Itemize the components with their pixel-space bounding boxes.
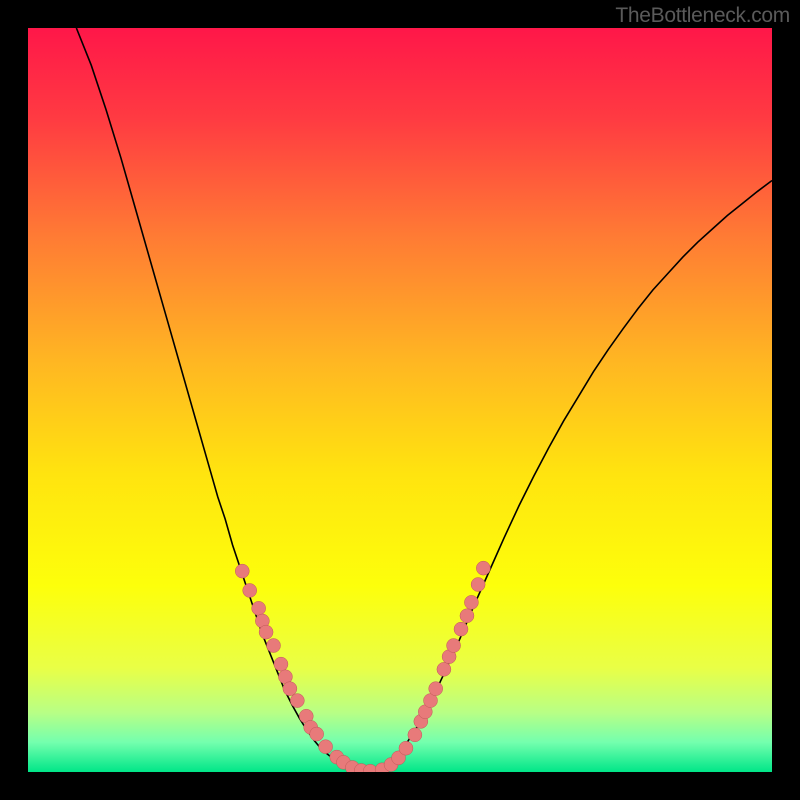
data-marker <box>283 682 297 696</box>
bottleneck-curve-chart <box>28 28 772 772</box>
data-marker <box>460 609 474 623</box>
data-marker <box>319 740 333 754</box>
data-marker <box>429 682 443 696</box>
data-marker <box>399 741 413 755</box>
watermark-text: TheBottleneck.com <box>615 4 790 28</box>
data-marker <box>464 595 478 609</box>
data-marker <box>437 662 451 676</box>
data-marker <box>259 625 273 639</box>
data-marker <box>235 564 249 578</box>
data-marker <box>476 561 490 575</box>
data-marker <box>310 727 324 741</box>
data-marker <box>471 578 485 592</box>
data-marker <box>290 694 304 708</box>
data-marker <box>252 601 266 615</box>
data-marker <box>274 657 288 671</box>
data-marker <box>447 639 461 653</box>
data-marker <box>408 728 422 742</box>
chart-frame: TheBottleneck.com <box>0 0 800 800</box>
data-marker <box>243 583 257 597</box>
data-marker <box>454 622 468 636</box>
plot-area <box>28 28 772 772</box>
gradient-background <box>28 28 772 772</box>
data-marker <box>267 639 281 653</box>
